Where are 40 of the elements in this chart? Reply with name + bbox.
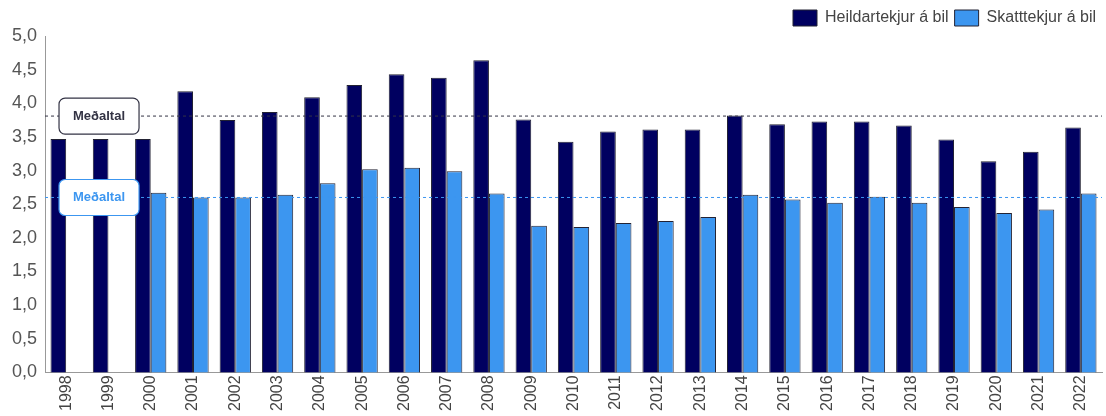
y-tick-label: 3,0: [11, 159, 38, 180]
x-tick-label: 2019: [944, 375, 962, 411]
x-tick-label: 2012: [648, 375, 666, 411]
x-tick-label: 2015: [775, 375, 793, 411]
x-tick-label: 2006: [394, 375, 412, 411]
x-tick-label: 2009: [521, 375, 539, 411]
x-tick-label: 2005: [352, 375, 370, 411]
legend-label: Skatttekjur á bil: [986, 8, 1097, 26]
x-tick-label: 2007: [437, 375, 455, 411]
x-tick-label: 2000: [141, 375, 159, 411]
x-tick-label: 2021: [1028, 375, 1046, 411]
y-tick-label: 4,5: [11, 58, 38, 79]
x-tick-label: 2003: [267, 375, 285, 411]
y-tick-label: 5,0: [11, 24, 38, 45]
x-tick-label: 2011: [606, 375, 624, 410]
x-tick-label: 2002: [225, 375, 243, 411]
x-tick-label: 2013: [690, 375, 708, 411]
y-tick-label: 4,0: [11, 92, 38, 113]
x-tick-label: 2017: [859, 375, 877, 411]
y-tick-label: 0,5: [11, 327, 38, 348]
y-tick-label: 2,5: [11, 193, 38, 214]
x-tick-label: 2022: [1071, 375, 1089, 411]
x-tick-label: 2010: [563, 375, 581, 411]
x-tick-label: 2004: [310, 375, 328, 411]
y-tick-label: 0,0: [11, 361, 38, 382]
y-tick-label: 2,0: [11, 226, 38, 247]
x-tick-label: 2014: [733, 375, 751, 411]
y-tick-label: 3,5: [11, 125, 38, 146]
x-tick-label: 1998: [56, 375, 74, 411]
legend-label: Heildartekjur á bil: [825, 8, 949, 26]
x-tick-label: 1999: [98, 375, 116, 411]
ref-line-label: Meðaltal: [73, 189, 126, 205]
y-tick-label: 1,5: [11, 260, 38, 281]
x-tick-label: 2018: [902, 375, 920, 411]
y-tick-label: 1,0: [11, 294, 38, 315]
x-tick-label: 2008: [479, 375, 497, 411]
x-tick-label: 2016: [817, 375, 835, 411]
x-tick-label: 2020: [986, 375, 1004, 411]
ref-line-label: Meðaltal: [73, 107, 126, 123]
x-tick-label: 2001: [183, 375, 201, 411]
